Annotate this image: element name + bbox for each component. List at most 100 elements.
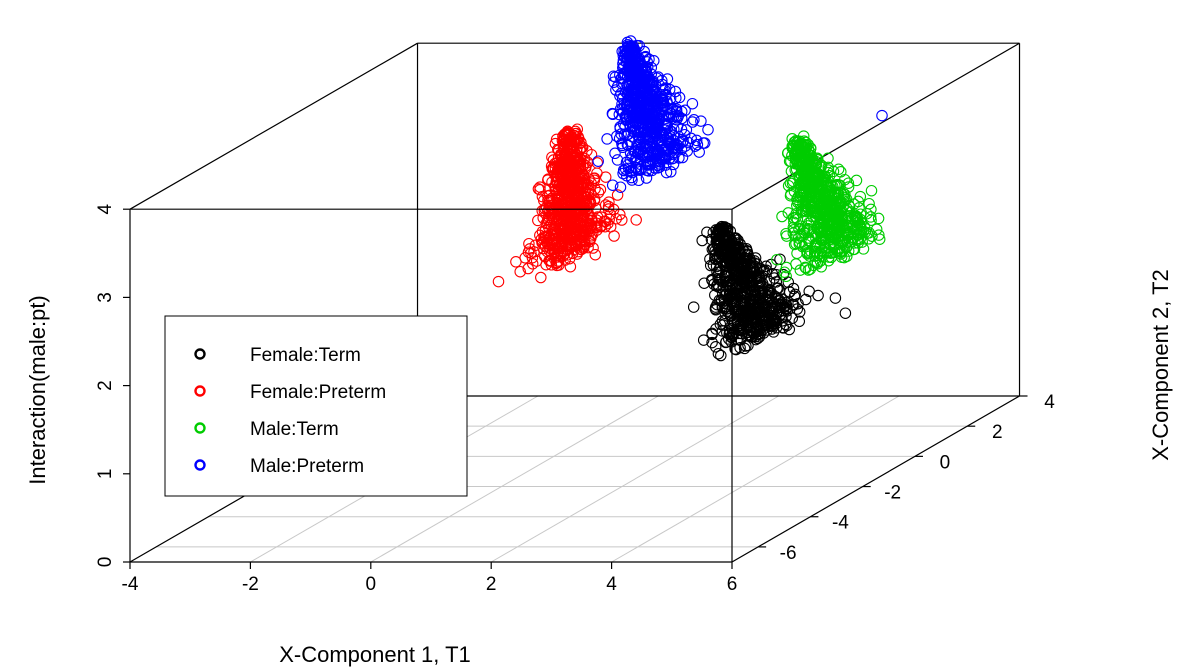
- x-tick-label: 4: [606, 574, 617, 595]
- data-point: [809, 239, 821, 252]
- data-point: [571, 248, 583, 260]
- y-tick-label: 0: [940, 452, 951, 473]
- data-point: [750, 269, 763, 281]
- data-point: [835, 166, 847, 178]
- data-point: [616, 93, 629, 105]
- data-point: [765, 319, 778, 332]
- data-point: [733, 246, 746, 258]
- legend-marker: [194, 422, 206, 434]
- data-point: [799, 261, 811, 274]
- data-point: [534, 184, 546, 196]
- data-point: [802, 232, 815, 244]
- data-point: [647, 146, 660, 159]
- data-point: [536, 205, 548, 217]
- data-point: [575, 136, 587, 149]
- data-point: [627, 125, 640, 138]
- data-point: [876, 109, 888, 122]
- data-point: [770, 301, 782, 313]
- data-point: [810, 178, 822, 190]
- data-point: [535, 271, 547, 284]
- data-point: [723, 275, 736, 288]
- data-point: [642, 123, 654, 135]
- data-point: [617, 164, 630, 176]
- z-tick-label: 3: [95, 292, 116, 303]
- data-point: [792, 297, 804, 310]
- z-tick-label: 0: [95, 557, 116, 568]
- data-point: [585, 148, 598, 161]
- data-point: [523, 237, 535, 250]
- data-point: [796, 161, 809, 173]
- y-tick-label: 2: [992, 422, 1003, 443]
- data-point: [807, 194, 820, 206]
- data-point: [623, 94, 635, 107]
- data-point: [633, 66, 646, 79]
- data-point: [564, 260, 577, 273]
- data-point: [739, 288, 751, 300]
- data-point: [624, 147, 637, 160]
- data-point: [602, 200, 615, 213]
- legend-label: Female:Preterm: [250, 382, 386, 403]
- data-point: [645, 61, 658, 74]
- data-point: [595, 219, 608, 232]
- data-point: [854, 190, 867, 203]
- data-point: [852, 195, 865, 208]
- data-point: [640, 164, 653, 176]
- data-point: [822, 254, 835, 267]
- legend-label: Male:Preterm: [250, 456, 364, 477]
- data-point: [838, 195, 850, 207]
- data-point: [732, 320, 745, 332]
- data-point: [861, 207, 873, 220]
- data-point: [644, 111, 656, 124]
- data-point: [718, 230, 731, 243]
- data-point: [602, 217, 614, 230]
- data-point: [649, 94, 662, 107]
- data-point: [708, 278, 720, 291]
- data-point: [614, 181, 627, 193]
- data-point: [659, 152, 672, 165]
- data-point: [675, 123, 688, 136]
- data-point: [753, 301, 765, 314]
- data-point: [522, 262, 534, 275]
- data-point: [536, 225, 549, 238]
- data-point: [786, 298, 799, 311]
- data-point: [578, 192, 590, 205]
- data-point: [562, 232, 575, 245]
- data-point: [663, 138, 675, 150]
- data-point: [850, 174, 863, 187]
- data-point: [606, 179, 619, 191]
- data-point: [569, 171, 582, 184]
- data-point: [660, 166, 673, 179]
- data-point: [492, 275, 505, 288]
- data-point: [592, 155, 604, 167]
- data-point: [783, 155, 796, 167]
- z-axis-title: Interaction(male:pt): [25, 295, 50, 485]
- data-point: [789, 153, 802, 166]
- data-point: [787, 227, 800, 239]
- data-point: [821, 216, 833, 228]
- data-point: [537, 237, 549, 249]
- data-point: [828, 229, 840, 241]
- data-point: [552, 192, 564, 204]
- data-point: [641, 155, 654, 168]
- data-point: [809, 155, 822, 167]
- data-point: [863, 197, 875, 210]
- data-point: [558, 152, 571, 164]
- data-point: [758, 319, 770, 332]
- data-point: [620, 169, 633, 182]
- data-point: [822, 161, 834, 174]
- data-point: [558, 237, 571, 249]
- data-point: [780, 230, 793, 242]
- data-point: [767, 317, 779, 330]
- data-point: [798, 141, 810, 154]
- z-tick-label: 2: [95, 380, 116, 391]
- data-point: [873, 233, 886, 245]
- data-point: [697, 334, 710, 346]
- data-point: [549, 251, 562, 263]
- grid-line-x: [370, 395, 659, 563]
- data-point: [750, 303, 763, 316]
- data-point: [702, 123, 714, 136]
- data-point: [641, 151, 654, 163]
- data-point: [740, 265, 753, 278]
- data-point: [610, 84, 622, 96]
- data-point: [549, 180, 562, 193]
